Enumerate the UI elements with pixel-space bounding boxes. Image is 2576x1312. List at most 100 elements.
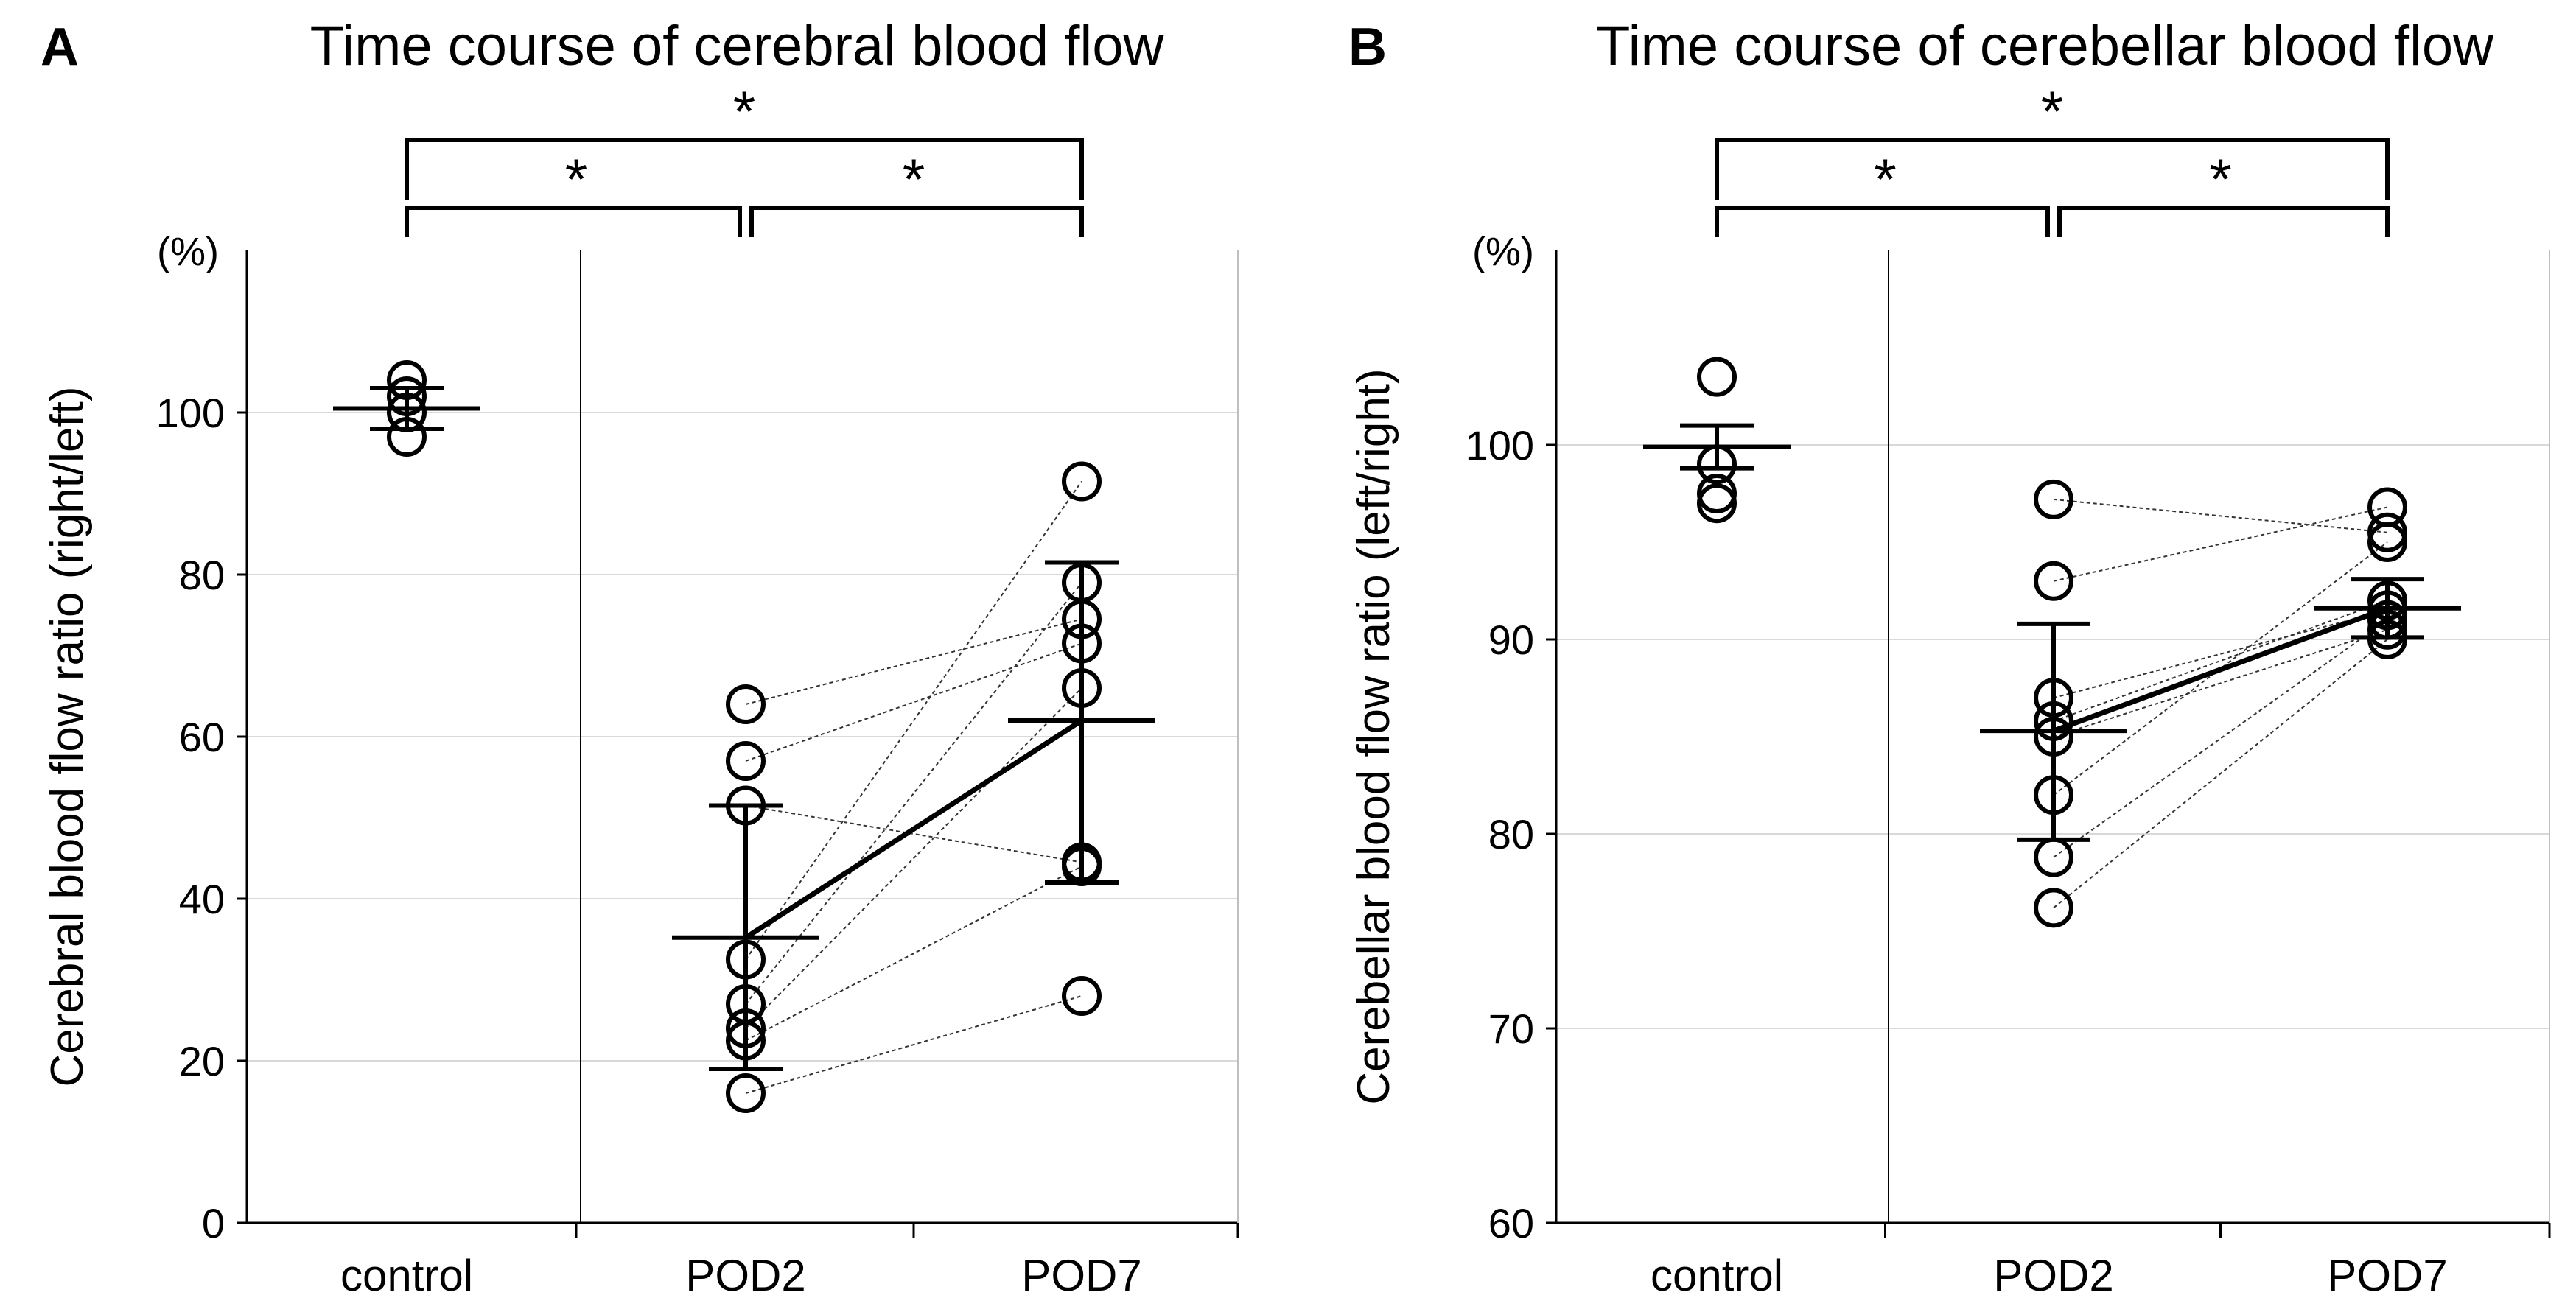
- data-point-control: [387, 393, 427, 432]
- panel-b-y-ticks: 60 70 80 90 100: [1466, 422, 1556, 1246]
- paired-line: [745, 582, 1082, 1005]
- data-point-pod2: [2034, 561, 2073, 601]
- significance-bracket: [1715, 138, 2390, 200]
- panel-b-x-ticks: control POD2 POD7: [1651, 1223, 2551, 1300]
- panel-a-error-bars: [333, 386, 1155, 1071]
- panel-b-points: [1697, 357, 2407, 928]
- mean-trend-line: [744, 718, 1083, 940]
- data-point-pod2: [2034, 775, 2073, 815]
- data-point-control: [1697, 474, 1737, 513]
- panel-a-title: Time course of cerebral blood flow: [310, 15, 1165, 77]
- significance-star: *: [2209, 147, 2231, 211]
- panel-b-significance-brackets: * * *: [1715, 79, 2390, 237]
- data-point-pod7: [1062, 461, 1102, 502]
- data-point-pod7: [2367, 620, 2407, 659]
- paired-line: [2053, 506, 2388, 582]
- panel-b-letter: B: [1348, 18, 1387, 77]
- data-point-pod2: [726, 939, 766, 980]
- y-tick-label: 60: [1488, 1200, 1534, 1246]
- paired-line: [2053, 600, 2388, 722]
- data-point-control: [387, 417, 427, 457]
- panel-a-gridlines: [247, 412, 1238, 1062]
- y-tick-label: 60: [179, 714, 225, 760]
- panel-b-y-axis-label: Cerebellar blood flow ratio (left/right): [1348, 368, 1399, 1104]
- data-point-pod7: [2367, 600, 2407, 640]
- data-point-pod7: [1062, 668, 1102, 708]
- panel-a-unit-label: (%): [157, 230, 219, 274]
- significance-star: *: [733, 79, 755, 144]
- data-point-pod7: [1062, 563, 1102, 603]
- y-tick-label: 40: [179, 876, 225, 922]
- paired-line: [2053, 639, 2388, 909]
- data-point-pod2: [726, 1073, 766, 1113]
- significance-bracket: [405, 138, 1084, 200]
- significance-bracket: [1715, 206, 2050, 237]
- data-point-control: [1697, 357, 1737, 397]
- panel-b-axes: [1555, 250, 2550, 1224]
- panel-b-unit-label: (%): [1472, 230, 1534, 274]
- x-tick-label: POD2: [1993, 1251, 2113, 1300]
- mean-trend-line: [2052, 606, 2389, 734]
- y-tick-label: 100: [1466, 422, 1534, 469]
- y-tick-label: 80: [179, 552, 225, 598]
- data-point-pod7: [1062, 846, 1102, 886]
- paired-line: [2053, 498, 2388, 533]
- panel-a-axes: [245, 250, 1239, 1224]
- data-point-pod7: [2367, 580, 2407, 621]
- data-point-pod2: [2034, 837, 2073, 877]
- x-tick-label: POD7: [2327, 1251, 2447, 1300]
- x-tick-label: POD2: [685, 1251, 805, 1300]
- data-point-pod2: [726, 1020, 766, 1061]
- x-tick-label: POD7: [1021, 1251, 1141, 1300]
- panel-a-letter: A: [41, 18, 79, 77]
- panel-b: B Time course of cerebellar blood flow C…: [1348, 15, 2551, 1300]
- data-point-pod2: [2034, 888, 2073, 928]
- paired-line: [745, 687, 1082, 1029]
- data-point-pod7: [2367, 522, 2407, 562]
- x-tick-label: control: [340, 1251, 473, 1300]
- data-point-pod7: [2367, 512, 2407, 552]
- paired-line: [2053, 619, 2388, 858]
- data-point-pod7: [1062, 623, 1102, 664]
- data-point-pod7: [2367, 609, 2407, 650]
- data-point-pod2: [2034, 678, 2073, 718]
- y-tick-label: 0: [202, 1200, 225, 1246]
- y-tick-label: 80: [1488, 811, 1534, 857]
- panel-a: A Time course of cerebral blood flow Cer…: [41, 15, 1239, 1300]
- significance-bracket: [405, 206, 742, 237]
- data-point-pod7: [2367, 590, 2407, 631]
- panel-a-y-ticks: 0 20 40 60 80 100: [156, 390, 247, 1246]
- y-tick-label: 100: [156, 390, 225, 436]
- panel-a-y-axis-label: Cerebral blood flow ratio (right/left): [42, 386, 93, 1087]
- paired-line: [745, 866, 1082, 1042]
- data-point-pod2: [726, 785, 766, 826]
- significance-star: *: [1874, 147, 1896, 211]
- significance-star: *: [2041, 79, 2063, 144]
- paired-line: [745, 480, 1082, 961]
- panel-b-pair-lines: [2053, 498, 2388, 909]
- x-tick-label: control: [1651, 1251, 1783, 1300]
- significance-bracket: [2057, 206, 2390, 237]
- data-point-pod2: [2034, 479, 2073, 519]
- paired-line: [2053, 628, 2388, 737]
- data-point-control: [387, 360, 427, 400]
- data-point-pod2: [726, 684, 766, 724]
- data-point-pod2: [726, 1008, 766, 1048]
- data-point-pod7: [1062, 976, 1102, 1016]
- data-point-control: [1697, 483, 1737, 524]
- data-point-control: [1697, 444, 1737, 485]
- significance-star: *: [565, 147, 587, 211]
- paired-line: [2053, 609, 2388, 699]
- y-tick-label: 70: [1488, 1006, 1534, 1052]
- paired-line: [745, 804, 1082, 863]
- significance-bracket: [749, 206, 1084, 237]
- paired-line: [745, 618, 1082, 705]
- y-tick-label: 90: [1488, 617, 1534, 663]
- y-tick-label: 20: [179, 1038, 225, 1084]
- data-point-pod2: [2034, 701, 2073, 741]
- paired-line: [2053, 541, 2388, 796]
- data-point-control: [387, 376, 427, 416]
- panel-a-points: [387, 360, 1102, 1113]
- panel-b-title: Time course of cerebellar blood flow: [1596, 15, 2494, 77]
